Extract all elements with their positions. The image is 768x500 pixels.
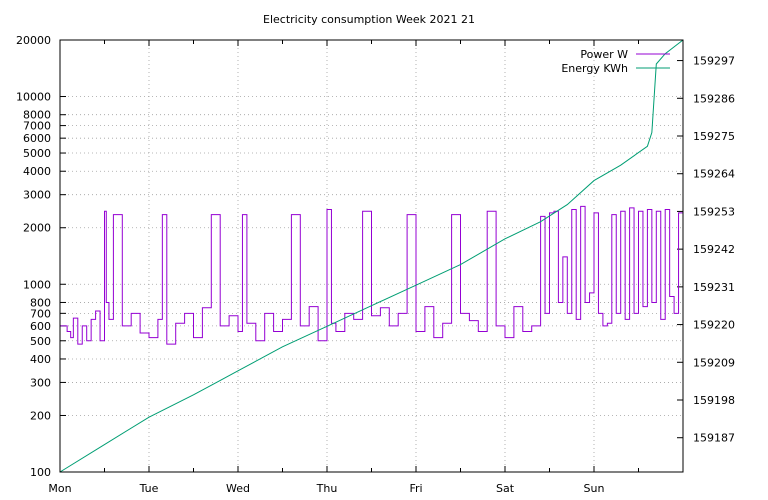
y-right-tick-label: 159286 xyxy=(693,92,735,105)
y-left-tick-label: 7000 xyxy=(23,120,51,133)
y-left-tick-label: 5000 xyxy=(23,147,51,160)
y-left-tick-label: 500 xyxy=(30,335,51,348)
y-left-tick-label: 20000 xyxy=(16,34,51,47)
x-tick-label: Mon xyxy=(48,482,71,495)
y-left-tick-label: 1000 xyxy=(23,278,51,291)
legend-label: Power W xyxy=(580,48,628,61)
y-left-tick-label: 100 xyxy=(30,466,51,479)
y-left-tick-label: 4000 xyxy=(23,165,51,178)
series-layer xyxy=(59,39,684,473)
y-right-tick-label: 159253 xyxy=(693,205,735,218)
y-right-tick-label: 159209 xyxy=(693,356,735,369)
x-axis-labels: Mon Tue Wed Thu Fri Sat Sun xyxy=(48,482,604,495)
x-tick-label: Sun xyxy=(584,482,605,495)
plot-frame xyxy=(59,39,684,473)
y-left-tick-label: 6000 xyxy=(23,132,51,145)
x-tick-label: Fri xyxy=(409,482,422,495)
y-right-tick-label: 159275 xyxy=(693,130,735,143)
y-axis-right-labels: 159187 159198 159209 159220 159231 159242 1592… xyxy=(693,55,735,445)
y-right-tick-label: 159231 xyxy=(693,281,735,294)
x-tick-label: Tue xyxy=(139,482,159,495)
y-right-tick-label: 159242 xyxy=(693,243,735,256)
y-left-tick-label: 600 xyxy=(30,320,51,333)
y-left-tick-label: 700 xyxy=(30,307,51,320)
y-right-tick-label: 159297 xyxy=(693,55,735,68)
x-tick-label: Sat xyxy=(496,482,515,495)
y-left-tick-label: 800 xyxy=(30,296,51,309)
series-energy-kwh xyxy=(59,39,684,473)
legend-label: Energy KWh xyxy=(561,62,628,75)
y-right-tick-label: 159198 xyxy=(693,394,735,407)
y-left-tick-label: 10000 xyxy=(16,91,51,104)
series-power-w xyxy=(60,205,684,345)
chart-title: Electricity consumption Week 2021 21 xyxy=(263,13,475,26)
y-right-tick-label: 159264 xyxy=(693,168,735,181)
y-left-tick-label: 3000 xyxy=(23,189,51,202)
y-right-tick-label: 159220 xyxy=(693,319,735,332)
y-left-tick-label: 8000 xyxy=(23,109,51,122)
y-right-tick-label: 159187 xyxy=(693,432,735,445)
x-tick-label: Thu xyxy=(316,482,338,495)
y-left-tick-label: 400 xyxy=(30,353,51,366)
y-left-tick-label: 2000 xyxy=(23,222,51,235)
y-left-tick-label: 200 xyxy=(30,409,51,422)
y-left-tick-label: 300 xyxy=(30,376,51,389)
x-tick-label: Wed xyxy=(226,482,250,495)
